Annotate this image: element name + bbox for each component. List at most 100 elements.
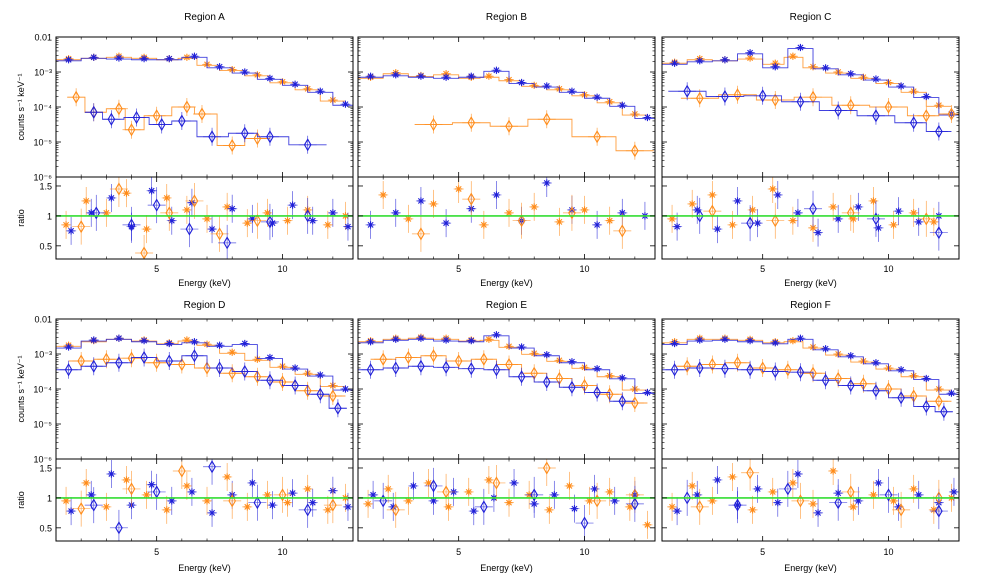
- data-point-diamond: [505, 119, 513, 133]
- ratio-point-diamond: [872, 212, 880, 226]
- data-point-star: [485, 72, 493, 80]
- data-point-star: [872, 359, 880, 367]
- ratio-point-star: [874, 224, 883, 232]
- data-point-star: [485, 335, 493, 343]
- ratio-axis-label: ratio: [16, 491, 26, 509]
- ratio-point-star: [455, 185, 463, 193]
- ratio-error-bar: [741, 205, 760, 242]
- data-point-star: [392, 335, 400, 343]
- data-point-diamond: [183, 100, 191, 114]
- ratio-point-star: [930, 506, 938, 514]
- ratio-point-star: [874, 479, 883, 487]
- x-tick-label: 5: [760, 547, 765, 557]
- data-point-star: [165, 55, 173, 63]
- ratio-point-star: [480, 221, 488, 229]
- data-point-diamond: [215, 361, 224, 375]
- ratio-point-star: [62, 221, 70, 229]
- ratio-error-bar: [728, 487, 747, 524]
- ratio-point-star: [107, 194, 115, 202]
- model-line: [662, 367, 953, 413]
- ratio-error-bar: [160, 194, 179, 231]
- ratio-error-bar: [917, 200, 936, 237]
- data-point-star: [518, 343, 526, 351]
- ratio-point-diamond: [215, 227, 224, 241]
- data-point-diamond: [758, 361, 767, 375]
- data-point-diamond: [157, 117, 166, 132]
- ratio-error-bar: [588, 482, 607, 519]
- ratio-point-star: [369, 491, 377, 499]
- ratio-point-star: [143, 491, 151, 499]
- ratio-point-diamond: [77, 502, 86, 516]
- ratio-error-bar: [537, 459, 556, 486]
- x-axis-label: Energy (keV): [784, 278, 837, 288]
- data-point-star: [696, 336, 704, 344]
- ratio-error-bar: [613, 212, 632, 249]
- data-point-diamond: [897, 391, 905, 405]
- ratio-point-star: [288, 201, 297, 209]
- ratio-point-star: [930, 218, 938, 226]
- ratio-point-star: [485, 476, 493, 484]
- data-point-star: [216, 341, 224, 349]
- model-line: [358, 73, 648, 116]
- ratio-point-star: [465, 488, 473, 496]
- ratio-point-star: [894, 207, 903, 215]
- ratio-point-diamond: [796, 494, 805, 508]
- ratio-point-star: [283, 499, 292, 507]
- ratio-point-star: [309, 217, 317, 225]
- data-point-star: [771, 339, 779, 347]
- ratio-point-star: [774, 191, 782, 199]
- ratio-point-diamond: [580, 516, 589, 530]
- ratio-point-diamond: [208, 460, 216, 474]
- ratio-point-star: [774, 499, 782, 507]
- ratio-error-bar: [72, 208, 91, 245]
- ratio-point-star: [643, 521, 652, 529]
- data-point-star: [593, 365, 601, 373]
- panel-title: Region A: [184, 12, 225, 23]
- data-point-diamond: [429, 349, 438, 363]
- ratio-point-star: [67, 507, 75, 515]
- model-line: [662, 338, 959, 395]
- y-tick-label: 10⁻⁶: [34, 173, 53, 183]
- panel-title: Region C: [790, 12, 832, 23]
- data-point-diamond: [115, 102, 123, 116]
- data-point-diamond: [695, 361, 704, 375]
- ratio-point-diamond: [152, 198, 161, 212]
- ratio-point-diamond: [631, 497, 639, 511]
- ratio-point-star: [611, 497, 619, 505]
- ratio-point-star: [869, 197, 878, 205]
- data-point-star: [746, 337, 754, 345]
- ratio-error-bar: [841, 473, 860, 510]
- panel-6: Region F 5 10 Energy (keV): [661, 300, 960, 573]
- data-point-diamond: [935, 124, 943, 139]
- data-point-star: [822, 64, 830, 72]
- ratio-error-bar: [575, 505, 594, 541]
- ratio-point-star: [384, 485, 392, 493]
- x-tick-label: 10: [278, 264, 288, 274]
- data-point-diamond: [266, 130, 274, 144]
- ratio-y-tick-label: 0.5: [39, 523, 52, 533]
- data-point-diamond: [303, 138, 312, 152]
- data-point-diamond: [417, 359, 425, 373]
- ratio-point-star: [389, 503, 397, 511]
- ratio-error-bar: [866, 200, 885, 237]
- ratio-error-bar: [185, 182, 204, 219]
- ratio-point-star: [794, 470, 802, 478]
- data-point-diamond: [240, 364, 249, 379]
- ratio-point-diamond: [922, 212, 931, 226]
- ratio-point-diamond: [429, 479, 438, 493]
- x-axis-label: Energy (keV): [178, 563, 231, 573]
- data-point-diamond: [796, 365, 805, 379]
- panel-title: Region E: [486, 300, 527, 311]
- ratio-point-star: [228, 205, 236, 213]
- model-line: [56, 338, 353, 391]
- ratio-point-star: [849, 215, 857, 223]
- ratio-frame: [357, 176, 656, 260]
- data-point-diamond: [909, 116, 918, 130]
- ratio-point-star: [590, 485, 599, 493]
- ratio-point-diamond: [746, 216, 754, 230]
- ratio-point-star: [570, 505, 579, 513]
- x-axis-label: Energy (keV): [480, 278, 533, 288]
- data-point-diamond: [618, 394, 627, 408]
- ratio-point-star: [404, 215, 412, 223]
